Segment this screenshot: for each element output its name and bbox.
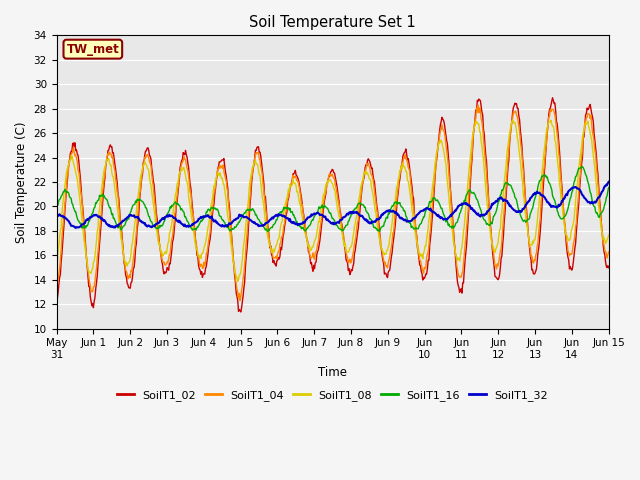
SoilT1_04: [417, 258, 424, 264]
SoilT1_02: [63, 188, 70, 194]
Line: SoilT1_16: SoilT1_16: [56, 167, 609, 232]
SoilT1_04: [236, 298, 244, 303]
SoilT1_08: [120, 249, 127, 255]
SoilT1_04: [120, 249, 127, 255]
SoilT1_32: [417, 208, 424, 214]
SoilT1_16: [175, 203, 183, 208]
SoilT1_16: [417, 221, 424, 227]
X-axis label: Time: Time: [318, 366, 347, 379]
SoilT1_02: [175, 175, 183, 181]
SoilT1_32: [72, 225, 79, 231]
SoilT1_04: [474, 102, 482, 108]
Text: TW_met: TW_met: [67, 43, 119, 56]
Line: SoilT1_08: SoilT1_08: [56, 120, 609, 281]
Legend: SoilT1_02, SoilT1_04, SoilT1_08, SoilT1_16, SoilT1_32: SoilT1_02, SoilT1_04, SoilT1_08, SoilT1_…: [113, 385, 553, 405]
Line: SoilT1_02: SoilT1_02: [56, 98, 609, 312]
SoilT1_32: [63, 216, 70, 222]
SoilT1_02: [417, 263, 424, 269]
SoilT1_04: [175, 171, 183, 177]
SoilT1_32: [176, 218, 184, 224]
SoilT1_16: [52, 206, 60, 212]
Line: SoilT1_32: SoilT1_32: [56, 182, 609, 228]
SoilT1_02: [52, 297, 60, 303]
SoilT1_32: [205, 215, 213, 220]
SoilT1_16: [401, 207, 408, 213]
SoilT1_04: [63, 184, 70, 190]
SoilT1_08: [401, 163, 408, 169]
SoilT1_08: [175, 170, 183, 176]
SoilT1_32: [120, 217, 128, 223]
SoilT1_08: [52, 262, 60, 268]
Y-axis label: Soil Temperature (C): Soil Temperature (C): [15, 121, 28, 243]
SoilT1_04: [401, 156, 408, 161]
SoilT1_04: [205, 238, 212, 244]
SoilT1_16: [579, 164, 586, 169]
SoilT1_02: [548, 95, 556, 101]
SoilT1_32: [52, 213, 60, 219]
SoilT1_04: [605, 249, 612, 255]
SoilT1_08: [63, 170, 70, 176]
SoilT1_02: [605, 265, 612, 271]
SoilT1_02: [120, 251, 127, 256]
SoilT1_16: [120, 223, 127, 229]
SoilT1_32: [401, 217, 408, 223]
SoilT1_32: [605, 179, 612, 185]
Title: Soil Temperature Set 1: Soil Temperature Set 1: [249, 15, 416, 30]
SoilT1_16: [605, 185, 612, 191]
SoilT1_08: [234, 278, 241, 284]
SoilT1_04: [52, 287, 60, 292]
SoilT1_08: [509, 117, 516, 123]
SoilT1_02: [401, 150, 408, 156]
SoilT1_08: [205, 222, 212, 228]
SoilT1_02: [205, 245, 212, 251]
Line: SoilT1_04: SoilT1_04: [56, 105, 609, 300]
SoilT1_08: [417, 251, 424, 257]
SoilT1_08: [605, 232, 612, 238]
SoilT1_16: [63, 190, 70, 196]
SoilT1_16: [264, 229, 271, 235]
SoilT1_02: [237, 309, 244, 315]
SoilT1_16: [205, 206, 212, 212]
